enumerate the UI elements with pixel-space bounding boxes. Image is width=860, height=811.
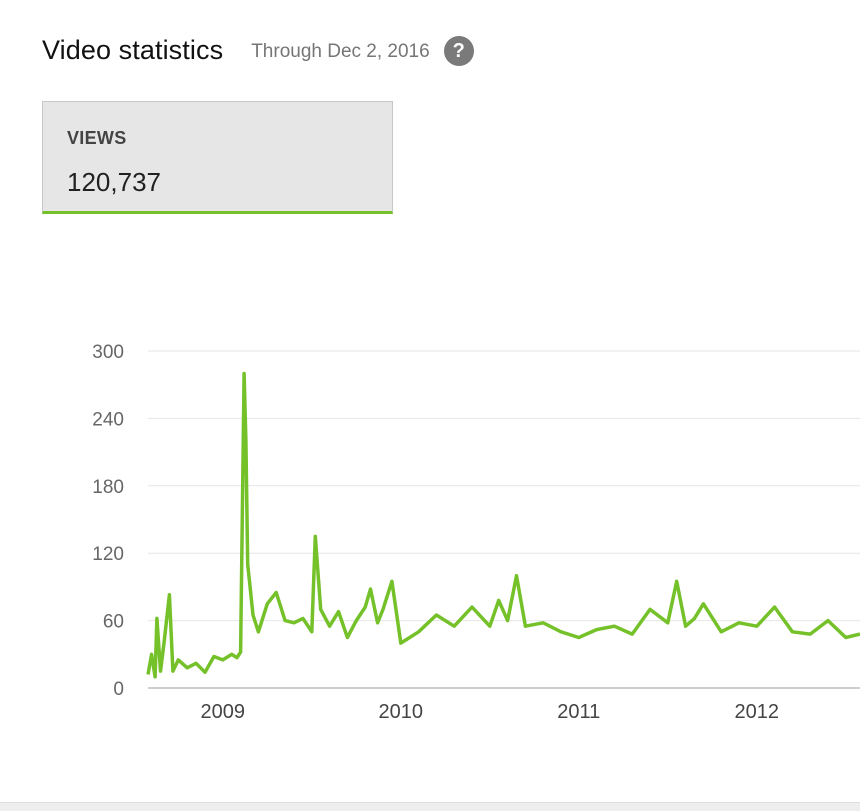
views-label: VIEWS <box>67 128 127 148</box>
stats-header: Video statistics Through Dec 2, 2016 ? <box>42 30 474 70</box>
x-tick-label: 2011 <box>557 701 600 723</box>
y-tick-label: 180 <box>92 477 124 498</box>
views-value: 120,737 <box>67 167 161 197</box>
y-tick-label: 0 <box>113 679 124 700</box>
x-tick-label: 2009 <box>201 701 246 723</box>
views-series-line <box>146 371 860 679</box>
y-tick-label: 300 <box>92 342 124 363</box>
help-icon[interactable]: ? <box>443 36 474 66</box>
y-tick-label: 60 <box>103 612 124 633</box>
x-tick-label: 2010 <box>379 701 424 723</box>
page-title: Video statistics <box>42 34 224 65</box>
x-tick-label: 2012 <box>735 701 780 723</box>
y-tick-label: 240 <box>92 409 124 430</box>
views-metric-card[interactable]: VIEWS 120,737 <box>42 101 393 214</box>
bottom-divider <box>0 802 860 811</box>
through-date: Through Dec 2, 2016 <box>251 40 430 62</box>
y-tick-label: 120 <box>92 544 124 565</box>
